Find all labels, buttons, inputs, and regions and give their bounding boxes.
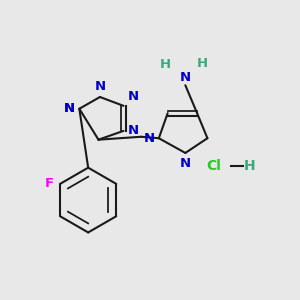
Text: N: N: [143, 132, 155, 145]
Text: N: N: [64, 102, 75, 115]
Text: H: H: [160, 58, 171, 71]
Text: N: N: [180, 158, 191, 170]
Text: N: N: [128, 124, 139, 137]
Text: N: N: [180, 71, 191, 84]
Text: Cl: Cl: [206, 159, 221, 173]
Text: N: N: [64, 102, 75, 115]
Text: H: H: [244, 159, 256, 173]
Text: N: N: [94, 80, 106, 93]
Text: N: N: [128, 90, 139, 103]
Text: F: F: [45, 177, 54, 190]
Text: H: H: [197, 57, 208, 70]
